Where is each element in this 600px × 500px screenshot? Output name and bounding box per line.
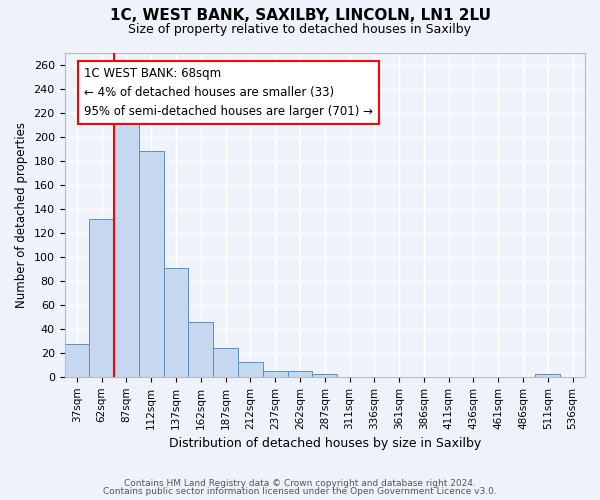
- Text: Contains HM Land Registry data © Crown copyright and database right 2024.: Contains HM Land Registry data © Crown c…: [124, 478, 476, 488]
- Bar: [263, 371, 287, 377]
- Bar: [114, 121, 139, 377]
- Text: 1C, WEST BANK, SAXILBY, LINCOLN, LN1 2LU: 1C, WEST BANK, SAXILBY, LINCOLN, LN1 2LU: [110, 8, 491, 22]
- Text: Contains public sector information licensed under the Open Government Licence v3: Contains public sector information licen…: [103, 487, 497, 496]
- Y-axis label: Number of detached properties: Number of detached properties: [15, 122, 28, 308]
- Bar: [139, 151, 164, 377]
- X-axis label: Distribution of detached houses by size in Saxilby: Distribution of detached houses by size …: [169, 437, 481, 450]
- Text: 1C WEST BANK: 68sqm
← 4% of detached houses are smaller (33)
95% of semi-detache: 1C WEST BANK: 68sqm ← 4% of detached hou…: [85, 67, 373, 118]
- Bar: [164, 268, 188, 377]
- Text: Size of property relative to detached houses in Saxilby: Size of property relative to detached ho…: [128, 22, 472, 36]
- Bar: [65, 344, 89, 377]
- Bar: [313, 374, 337, 377]
- Bar: [213, 348, 238, 377]
- Bar: [89, 220, 114, 377]
- Bar: [287, 371, 313, 377]
- Bar: [535, 374, 560, 377]
- Bar: [188, 322, 213, 377]
- Bar: [238, 362, 263, 377]
